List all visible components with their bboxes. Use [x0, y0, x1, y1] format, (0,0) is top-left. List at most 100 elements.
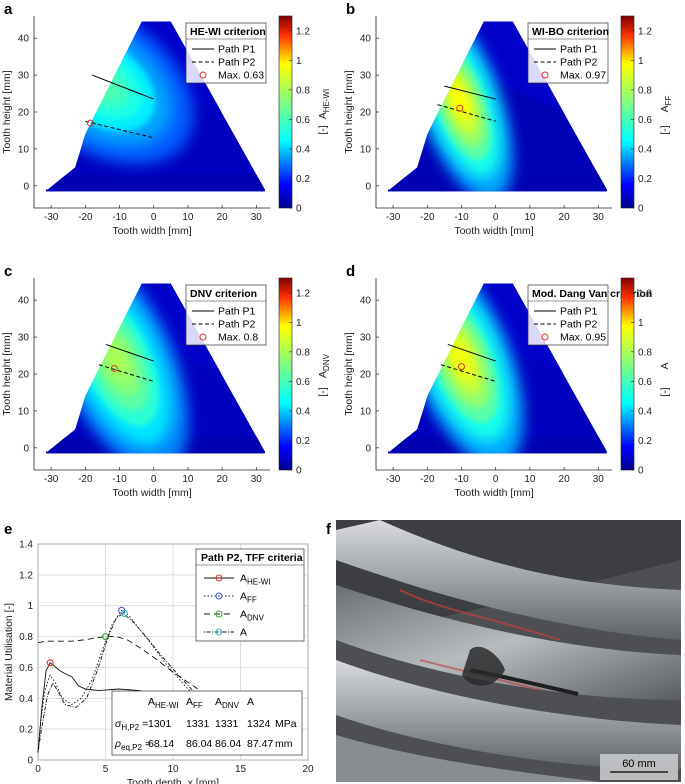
x-axis-label: Tooth width [mm]: [454, 225, 533, 237]
legend-title: DNV criterion: [190, 288, 257, 300]
colorbar-unit: [-]: [659, 387, 671, 396]
photo-panel: 60 mm: [336, 520, 681, 782]
spall-pit: [462, 646, 505, 686]
y-tick-label: 20: [18, 370, 30, 381]
table-box: [111, 690, 303, 756]
x-tick-label: 30: [593, 474, 605, 485]
legend-box: [527, 284, 609, 346]
table-header-0-sub: HE-WI: [155, 701, 179, 710]
line-chart-panel: 0 5 10 15 20 0 0.2 0.4 0.6 0.8 1 1.2 1.4 Tooth depth,…: [3, 540, 314, 784]
x-tick-label: 0: [151, 212, 157, 223]
y-tick-label: 20: [18, 108, 30, 119]
colorbar-label-main: A: [659, 105, 671, 112]
x-tick-label: -30: [386, 474, 401, 485]
y-tick-label: 30: [360, 333, 372, 344]
colorbar-tick-label: 0.8: [638, 347, 652, 358]
colorbar-tick-label: 0.2: [638, 436, 652, 447]
series-max-marker-A: [120, 609, 128, 617]
x-tick-label: 10: [182, 474, 194, 485]
x-tick-label: 20: [559, 474, 571, 485]
panel-label-b: b: [346, 1, 355, 18]
tooth-root-fill: [45, 174, 265, 192]
scale-bar-label: 60 mm: [622, 758, 656, 770]
path-p2-line: [98, 364, 154, 382]
table-header-3-main: A: [247, 696, 254, 708]
x-tick-label: 0: [493, 474, 499, 485]
gear-tooth-3: [336, 660, 681, 770]
colorbar-tick-label: 0: [296, 204, 302, 215]
colorbar-unit: [-]: [659, 125, 671, 134]
x-tick-label: 15: [235, 764, 247, 775]
gear-tooth-2: [336, 585, 681, 700]
x-tick-label: 30: [251, 212, 263, 223]
table-row-sub: H,P2: [121, 723, 139, 732]
x-tick-label: 20: [217, 474, 229, 485]
x-tick-label: -10: [112, 212, 127, 223]
y-tick-label: 0.8: [19, 632, 33, 643]
colorbar-label-sub: FF: [664, 95, 673, 105]
y-tick-label: 0: [23, 443, 29, 454]
legend-max-swatch: [541, 71, 549, 79]
colorbar-tick-label: 0.2: [296, 436, 310, 447]
y-tick-label: 40: [360, 34, 372, 45]
x-tick-label: 20: [217, 212, 229, 223]
x-tick-label: 0: [35, 764, 41, 775]
legend-title: HE-WI criterion: [190, 26, 266, 38]
x-tick-label: -10: [454, 474, 469, 485]
x-tick-label: -20: [78, 212, 93, 223]
table-cell: 68.14: [148, 738, 174, 750]
field-group: [45, 283, 265, 454]
colorbar-tick-label: 1.2: [296, 288, 310, 299]
table-unit: MPa: [275, 718, 297, 730]
legend-label-DNV-sub: DNV: [247, 614, 265, 623]
y-tick-label: 0: [365, 443, 371, 454]
table-header-0-main: A: [148, 696, 155, 708]
y-axis-label: Tooth height [mm]: [343, 70, 355, 154]
colorbar-tick-label: 0.4: [296, 406, 310, 417]
panel-label-a: a: [4, 1, 13, 18]
legend-title: Path P2, TFF criteria: [201, 552, 303, 564]
y-tick-label: 1.2: [19, 570, 33, 581]
legend-marker-FF: [215, 592, 223, 600]
y-axis-label: Tooth height [mm]: [1, 70, 13, 154]
path-p1-line: [447, 343, 496, 362]
table-cell: 87.47: [247, 738, 273, 750]
y-tick-label: 40: [18, 296, 30, 307]
y-tick-label: 20: [360, 370, 372, 381]
gear-tooth-1: [336, 520, 681, 640]
x-tick-label: -30: [44, 212, 59, 223]
x-axis-label: Tooth depth, x [mm]: [127, 777, 219, 784]
red-dye-mark: [399, 589, 561, 641]
legend-marker-DNV: [215, 610, 223, 618]
colorbar-label: AFF: [659, 95, 673, 112]
legend-label-HE-WI-sub: HE-WI: [247, 578, 271, 587]
y-tick-label: 0: [23, 181, 29, 192]
colorbar-tick-label: 1.2: [638, 26, 652, 37]
max-marker: [110, 364, 118, 372]
x-axis-label: Tooth width [mm]: [454, 487, 533, 499]
colorbar-tick-label: 1: [638, 56, 644, 67]
field-contour-6: [107, 345, 125, 373]
y-axis-label: Material Utilisation [-]: [3, 603, 15, 701]
path-p2-line: [437, 104, 496, 122]
y-tick-label: 0.6: [19, 663, 33, 674]
table-header-0: AHE-WI: [148, 696, 179, 710]
legend-box: [185, 22, 267, 84]
table-cell: 86.04: [215, 738, 241, 750]
legend-max-label: Max. 0.63: [218, 70, 264, 82]
y-tick-label: 0: [27, 756, 33, 767]
table-header-1-main: A: [186, 696, 193, 708]
legend-box: [185, 284, 267, 346]
legend-label-DNV-main: A: [240, 609, 247, 621]
colorbar-label-main: A: [317, 112, 329, 119]
max-marker: [456, 104, 464, 112]
tooth-tip-fill: [461, 21, 565, 113]
x-tick-label: 30: [251, 474, 263, 485]
y-tick-label: 40: [18, 34, 30, 45]
table-cell: 1331: [186, 718, 210, 730]
table-unit: mm: [275, 738, 293, 750]
table-header-2: ADNV: [215, 696, 240, 710]
